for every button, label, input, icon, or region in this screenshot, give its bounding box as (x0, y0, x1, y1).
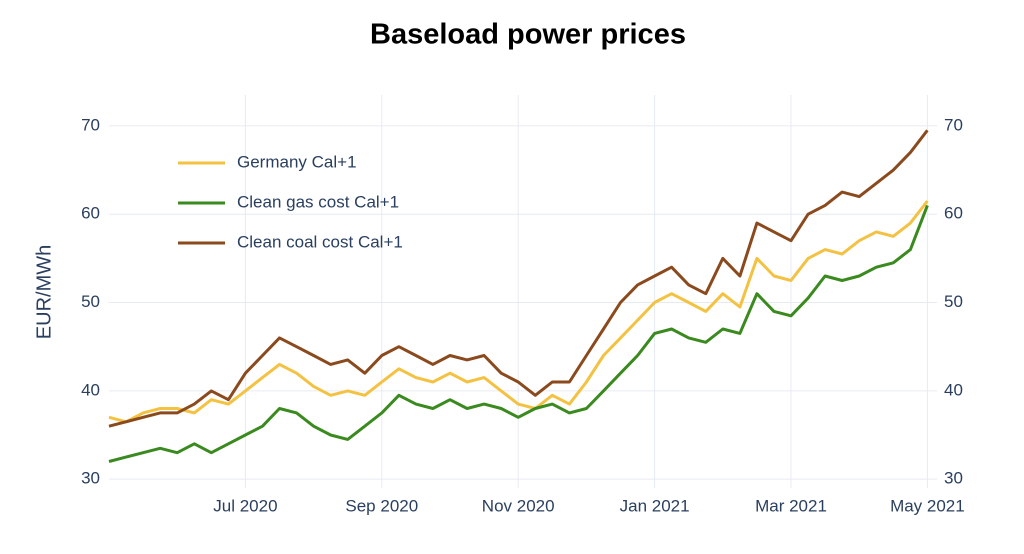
x-tick-label: Nov 2020 (482, 496, 555, 515)
y2-tick-label: 30 (944, 469, 963, 488)
line (108, 129, 929, 428)
y2-tick-label: 60 (944, 204, 963, 223)
y-axis-title: EUR/MWh (33, 245, 55, 339)
legend-label: Clean gas cost Cal+1 (237, 192, 399, 211)
legend-label: Germany Cal+1 (237, 152, 357, 171)
y2-tick-label: 70 (944, 115, 963, 134)
y-tick-label: 60 (81, 204, 100, 223)
y-tick-label: 30 (81, 469, 100, 488)
y-tick-label: 70 (81, 115, 100, 134)
y-tick-label: 40 (81, 380, 100, 399)
x-tick-label: Mar 2021 (755, 496, 827, 515)
legend-label: Clean coal cost Cal+1 (237, 232, 403, 251)
x-tick-label: Jan 2021 (620, 496, 690, 515)
chart-title: Baseload power prices (370, 19, 686, 51)
x-tick-label: May 2021 (890, 496, 965, 515)
grid (109, 95, 937, 488)
y-tick-label: 50 (81, 292, 100, 311)
x-tick-label: Sep 2020 (345, 496, 418, 515)
legend: Germany Cal+1 Clean gas cost Cal+1 Clean c… (178, 152, 403, 251)
y2-tick-label: 40 (944, 380, 963, 399)
line (108, 200, 929, 424)
y2-tick-label: 50 (944, 292, 963, 311)
plot (108, 129, 929, 463)
line (108, 204, 929, 463)
x-tick-label: Jul 2020 (213, 496, 277, 515)
